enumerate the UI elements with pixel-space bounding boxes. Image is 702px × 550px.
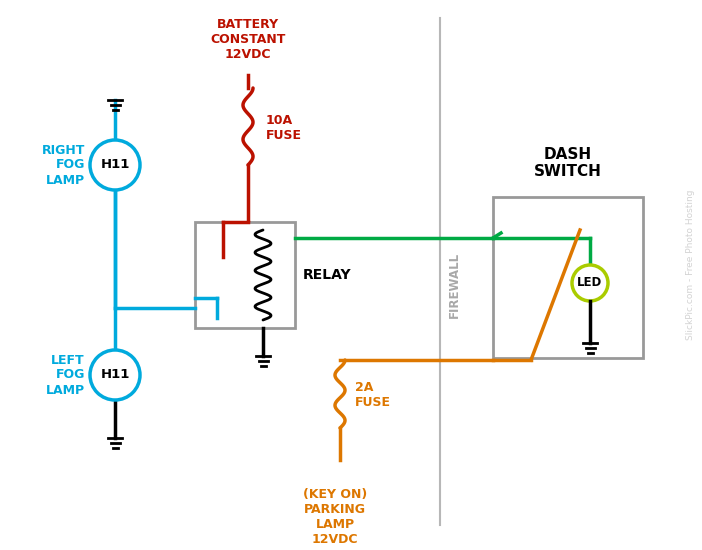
Text: RIGHT
FOG
LAMP: RIGHT FOG LAMP xyxy=(41,144,85,186)
Text: RELAY: RELAY xyxy=(303,268,352,282)
Circle shape xyxy=(90,350,140,400)
Text: SlickPic.com - Free Photo Hosting: SlickPic.com - Free Photo Hosting xyxy=(686,190,695,340)
Text: H11: H11 xyxy=(100,368,130,382)
Bar xyxy=(195,222,295,328)
Text: BATTERY
CONSTANT
12VDC: BATTERY CONSTANT 12VDC xyxy=(211,18,286,61)
Text: LEFT
FOG
LAMP: LEFT FOG LAMP xyxy=(46,354,85,397)
Circle shape xyxy=(90,140,140,190)
Text: (KEY ON)
PARKING
LAMP
12VDC: (KEY ON) PARKING LAMP 12VDC xyxy=(303,488,367,546)
Text: 10A
FUSE: 10A FUSE xyxy=(266,114,302,142)
Text: DASH
SWITCH: DASH SWITCH xyxy=(534,147,602,179)
Text: H11: H11 xyxy=(100,158,130,172)
Bar xyxy=(493,197,643,358)
Text: LED: LED xyxy=(577,277,602,289)
Text: FIREWALL: FIREWALL xyxy=(448,252,461,318)
Text: 2A
FUSE: 2A FUSE xyxy=(355,381,391,409)
Circle shape xyxy=(572,265,608,301)
